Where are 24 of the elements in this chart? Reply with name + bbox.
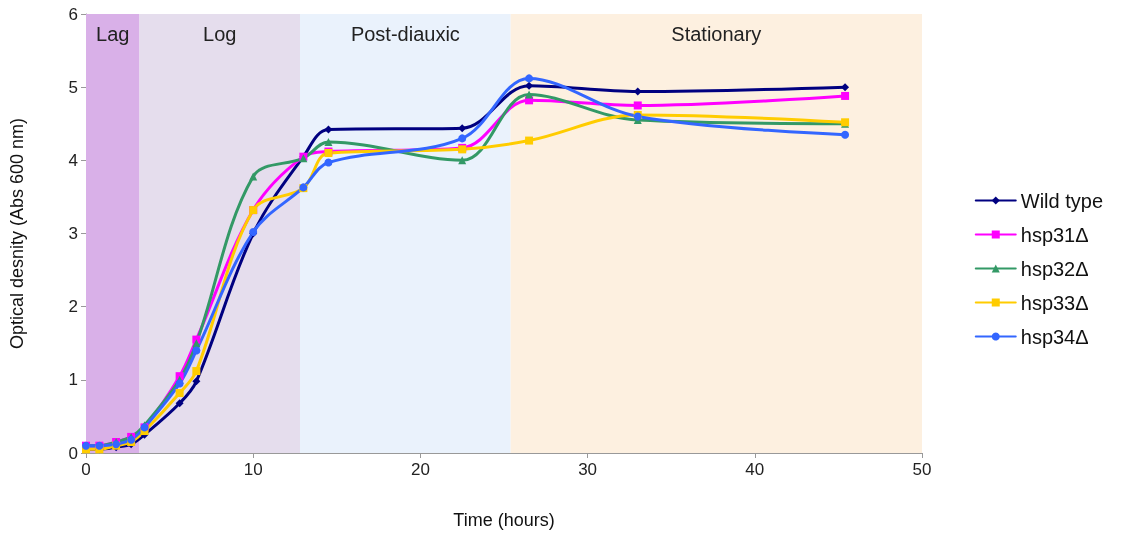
legend-label: hsp33Δ (1020, 291, 1089, 314)
y-tick-label: 3 (68, 224, 78, 243)
x-tick-label: 30 (578, 460, 598, 479)
band-label: Post-diauxic (350, 23, 460, 45)
x-tick-label: 0 (81, 460, 91, 479)
y-axis-title: Optical desnity (Abs 600 nm) (7, 117, 27, 350)
band-label: Stationary (671, 23, 762, 45)
y-tick-label: 5 (68, 77, 78, 97)
y-tick-label: 0 (68, 443, 78, 463)
x-axis-title: Time (hours) (453, 510, 555, 530)
band-label: Lag (96, 23, 130, 45)
y-tick-label: 6 (68, 4, 78, 24)
band-label: Log (203, 23, 237, 45)
x-tick-label: 50 (912, 460, 932, 479)
x-tick-label: 40 (745, 460, 765, 479)
legend-label: hsp32Δ (1020, 257, 1089, 280)
legend-label: hsp31Δ (1020, 223, 1089, 246)
legend-label: Wild type (1020, 189, 1103, 212)
x-tick-label: 20 (410, 460, 430, 479)
y-tick-label: 4 (68, 150, 78, 170)
y-tick-label: 2 (68, 297, 78, 317)
x-tick-label: 10 (243, 460, 263, 479)
y-tick-label: 1 (68, 370, 78, 390)
legend-label: hsp34Δ (1020, 325, 1089, 348)
